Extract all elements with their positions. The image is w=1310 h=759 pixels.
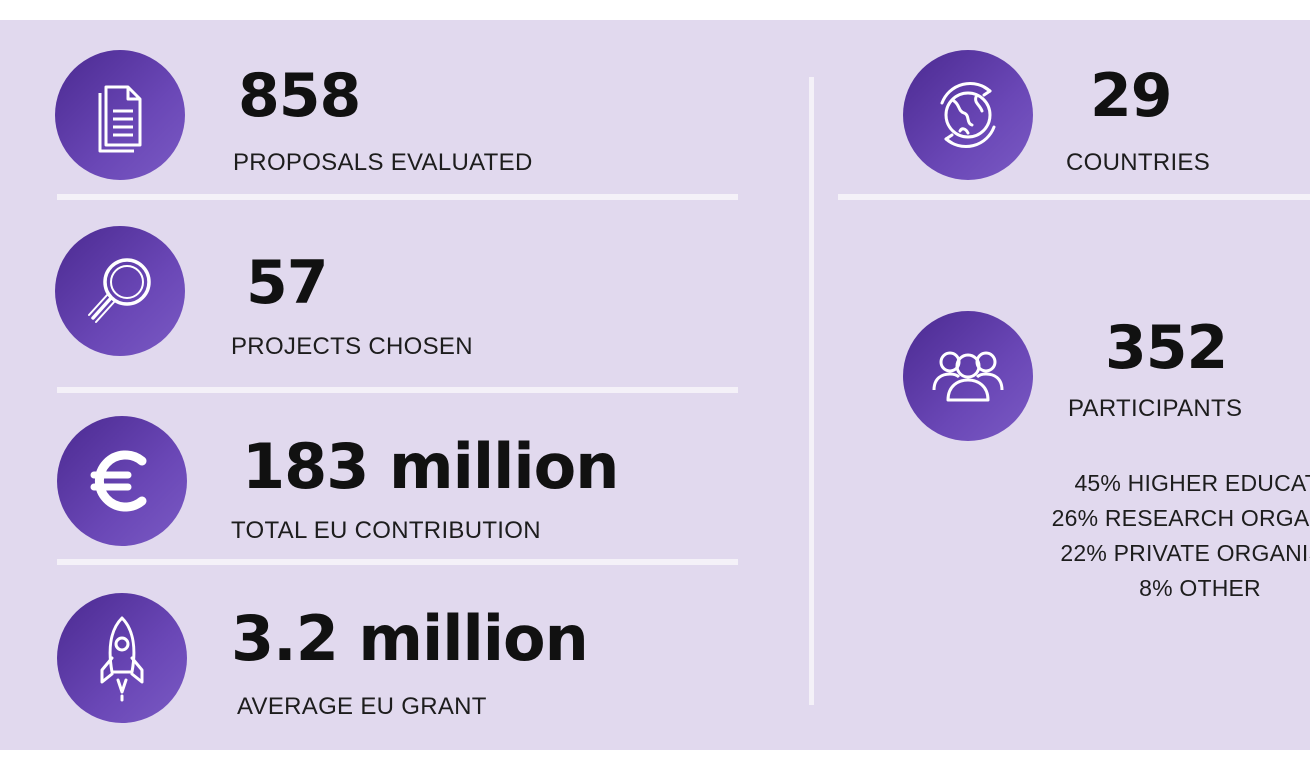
stat-value-proposals: 858 [238,61,361,131]
column-divider [809,77,814,705]
divider-1 [57,194,738,200]
globe-icon [903,50,1033,180]
euro-icon [57,416,187,546]
stat-label-countries: COUNTRIES [1066,149,1211,176]
participant-breakdown: 45% HIGHER EDUCATI 26% RESEARCH ORGANIS … [940,466,1310,606]
breakdown-line-other: 8% OTHER [1139,575,1261,601]
stat-label-projects: PROJECTS CHOSEN [231,333,473,360]
divider-right [838,194,1310,200]
breakdown-line-higher-education: 45% HIGHER EDUCATI [1074,470,1310,496]
stat-label-grant: AVERAGE EU GRANT [237,693,487,720]
stat-value-countries: 29 [1090,61,1172,131]
breakdown-line-private: 22% PRIVATE ORGANISA [1060,540,1310,566]
people-icon [903,311,1033,441]
stat-value-grant: 3.2 million [231,602,589,675]
document-icon [55,50,185,180]
divider-3 [57,559,738,565]
stat-value-contribution: 183 million [242,430,619,503]
magnifier-icon [55,226,185,356]
divider-2 [57,387,738,393]
stat-value-projects: 57 [246,248,328,318]
stat-label-proposals: PROPOSALS EVALUATED [233,149,533,176]
infographic-panel [0,20,1310,750]
rocket-icon [57,593,187,723]
stat-label-contribution: TOTAL EU CONTRIBUTION [231,517,541,544]
breakdown-line-research: 26% RESEARCH ORGANIS [1051,505,1310,531]
stat-value-participants: 352 [1105,313,1228,383]
stat-label-participants: PARTICIPANTS [1068,395,1243,422]
